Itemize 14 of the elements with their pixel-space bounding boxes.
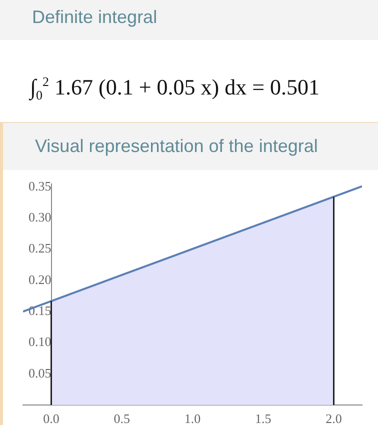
y-tick-label: 0.25 — [28, 240, 52, 256]
y-tick-label: 0.30 — [28, 209, 52, 224]
x-tick-label: 1.5 — [255, 411, 272, 425]
y-tick-label: 0.20 — [28, 272, 52, 287]
x-tick-label: 2.0 — [326, 411, 342, 425]
y-tick-label: 0.35 — [28, 178, 52, 194]
chart-subtitle: ∫$_{0}$$^{2}$ 1.67 (0.1 + 0.05 x) dx = 0.501 — [0, 40, 378, 123]
x-tick-label: 1.0 — [184, 411, 201, 425]
y-tick-label: 0.10 — [28, 334, 52, 350]
chart-title: Definite integral — [0, 0, 378, 40]
text: Visual representation of the integral — [0, 123, 378, 170]
x-tick-label: 0.5 — [114, 411, 130, 425]
y-tick-label: 0.05 — [28, 365, 52, 380]
x-tick-label: 0.0 — [43, 411, 60, 425]
